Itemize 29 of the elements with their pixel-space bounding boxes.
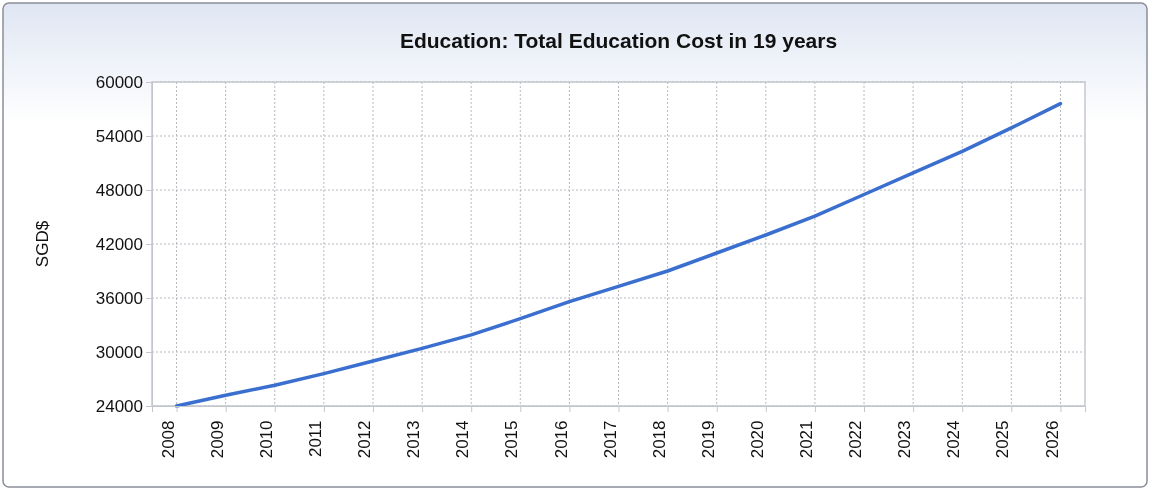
x-tick-label: 2026 — [1042, 420, 1062, 459]
x-tick-label: 2008 — [158, 420, 178, 459]
x-tick-label: 2011 — [305, 420, 325, 458]
y-tick-label: 36000 — [95, 288, 143, 308]
x-tick-label: 2012 — [355, 420, 375, 459]
x-tick-label: 2021 — [797, 420, 817, 459]
x-tick-label: 2013 — [404, 420, 424, 459]
x-tick-label: 2016 — [551, 420, 571, 459]
y-tick-label: 42000 — [95, 234, 143, 254]
x-tick-label: 2009 — [207, 420, 227, 459]
y-tick-label: 24000 — [95, 396, 143, 416]
chart-title: Education: Total Education Cost in 19 years — [399, 29, 838, 52]
y-tick-label: 54000 — [95, 126, 143, 146]
x-tick-label: 2018 — [649, 420, 669, 459]
y-tick-label: 30000 — [95, 342, 143, 362]
y-tick-label: 48000 — [95, 180, 143, 200]
x-tick-label: 2019 — [698, 420, 718, 459]
y-axis-title: SGD$ — [33, 220, 52, 268]
x-tick-label: 2014 — [453, 420, 473, 459]
x-tick-label: 2015 — [502, 420, 522, 459]
x-tick-label: 2023 — [895, 420, 915, 459]
x-tick-label: 2017 — [600, 420, 620, 459]
y-tick-label: 60000 — [95, 72, 143, 92]
x-tick-label: 2022 — [846, 420, 866, 459]
x-tick-label: 2024 — [944, 420, 964, 459]
x-tick-label: 2020 — [747, 420, 767, 459]
x-tick-label: 2010 — [256, 420, 276, 459]
line-series — [174, 101, 1063, 408]
x-tick-label: 2025 — [993, 420, 1013, 459]
